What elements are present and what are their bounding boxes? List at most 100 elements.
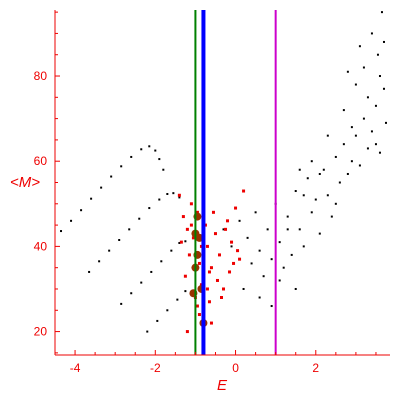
black-dot-point <box>120 302 123 305</box>
red-square-point <box>203 223 207 227</box>
black-dot-point <box>310 160 313 163</box>
black-dot-point <box>166 309 169 312</box>
y-tick-label: 80 <box>34 69 48 83</box>
black-dot-point <box>290 253 293 256</box>
black-dot-point <box>118 239 121 241</box>
black-dot-point <box>184 290 187 293</box>
black-dot-point <box>358 45 361 48</box>
black-dot-point <box>158 158 161 161</box>
black-dot-point <box>270 305 273 308</box>
black-dot-point <box>298 228 301 231</box>
black-dot-point <box>128 228 131 231</box>
x-tick-label: -2 <box>150 361 161 375</box>
black-dot-point <box>148 145 151 148</box>
red-square-point <box>195 210 199 214</box>
black-dot-point <box>374 143 377 146</box>
red-square-point <box>209 321 213 325</box>
black-dot-point <box>170 249 173 252</box>
red-square-point <box>242 189 246 193</box>
red-square-point <box>238 257 242 261</box>
black-dot-point <box>270 258 273 261</box>
black-dot-point <box>88 270 91 273</box>
black-dot-point <box>366 147 369 150</box>
black-dot-point <box>346 172 349 175</box>
red-square-point <box>189 202 193 206</box>
red-square-point <box>217 253 221 257</box>
red-square-point <box>211 210 215 214</box>
black-dot-point <box>374 104 377 107</box>
black-dot-point <box>306 177 309 180</box>
black-dot-point <box>346 70 349 73</box>
black-dot-point <box>60 230 63 233</box>
black-dot-point <box>230 245 233 248</box>
black-dot-point <box>148 207 151 210</box>
black-dot-point <box>70 219 73 222</box>
black-dot-point <box>184 240 187 243</box>
black-dot-point <box>140 281 143 284</box>
black-dot-point <box>266 228 269 231</box>
black-dot-point <box>98 260 101 263</box>
black-dot-point <box>350 126 353 129</box>
black-dot-point <box>146 330 149 333</box>
black-dot-point <box>262 275 265 278</box>
black-dot-point <box>382 87 385 90</box>
red-square-point <box>197 261 201 265</box>
red-square-point <box>185 330 189 334</box>
black-dot-point <box>330 215 333 218</box>
black-dot-point <box>278 279 281 282</box>
red-square-point <box>219 296 223 299</box>
black-dot-point <box>294 190 297 193</box>
brown-circle-point <box>195 233 204 242</box>
black-dot-point <box>380 11 383 14</box>
black-dot-point <box>138 217 141 220</box>
y-axis-title: <M> <box>10 174 40 191</box>
black-dot-point <box>90 197 93 200</box>
red-square-point <box>199 283 203 287</box>
black-dot-point <box>250 262 253 265</box>
red-square-point <box>207 270 211 274</box>
black-dot-point <box>370 32 373 35</box>
black-dot-point <box>378 75 381 78</box>
black-dot-point <box>350 160 353 163</box>
black-dot-point <box>326 194 329 197</box>
black-dot-point <box>358 164 361 167</box>
red-square-point <box>197 313 201 317</box>
red-square-point <box>205 244 209 248</box>
red-square-point <box>236 249 240 253</box>
black-dot-point <box>314 198 317 201</box>
black-dot-point <box>298 168 301 171</box>
black-dot-point <box>362 117 365 120</box>
vertical-reference-lines <box>194 10 277 355</box>
red-square-point <box>177 193 181 197</box>
black-dot-point <box>342 109 345 112</box>
black-dot-point <box>160 260 163 263</box>
black-dot-point <box>178 196 181 199</box>
black-dot-point <box>156 319 159 322</box>
black-dot-point <box>354 83 357 86</box>
black-dot-point <box>294 287 297 290</box>
black-dot-point <box>310 211 313 214</box>
x-tick-label: 0 <box>232 361 239 375</box>
black-dot-point <box>150 270 153 273</box>
black-dot-point <box>130 155 133 158</box>
black-dot-point <box>382 40 385 43</box>
black-dot-point <box>334 155 337 158</box>
black-dot-point <box>120 165 123 168</box>
x-tick-label: -4 <box>70 361 81 375</box>
red-square-point <box>228 270 232 274</box>
x-axis-title: E <box>217 377 228 394</box>
red-square-point <box>209 266 213 270</box>
black-dot-point <box>378 151 381 154</box>
black-dot-point <box>354 134 357 137</box>
black-dot-point <box>338 181 341 184</box>
black-dot-point <box>130 292 133 295</box>
black-dot-point <box>342 143 345 146</box>
black-dot-point <box>302 245 305 248</box>
red-square-point <box>195 304 199 308</box>
red-square-point <box>232 261 236 265</box>
black-dot-point <box>318 232 321 235</box>
black-dot-point <box>282 266 285 269</box>
black-dot-point <box>370 130 373 133</box>
red-square-point <box>183 274 187 278</box>
